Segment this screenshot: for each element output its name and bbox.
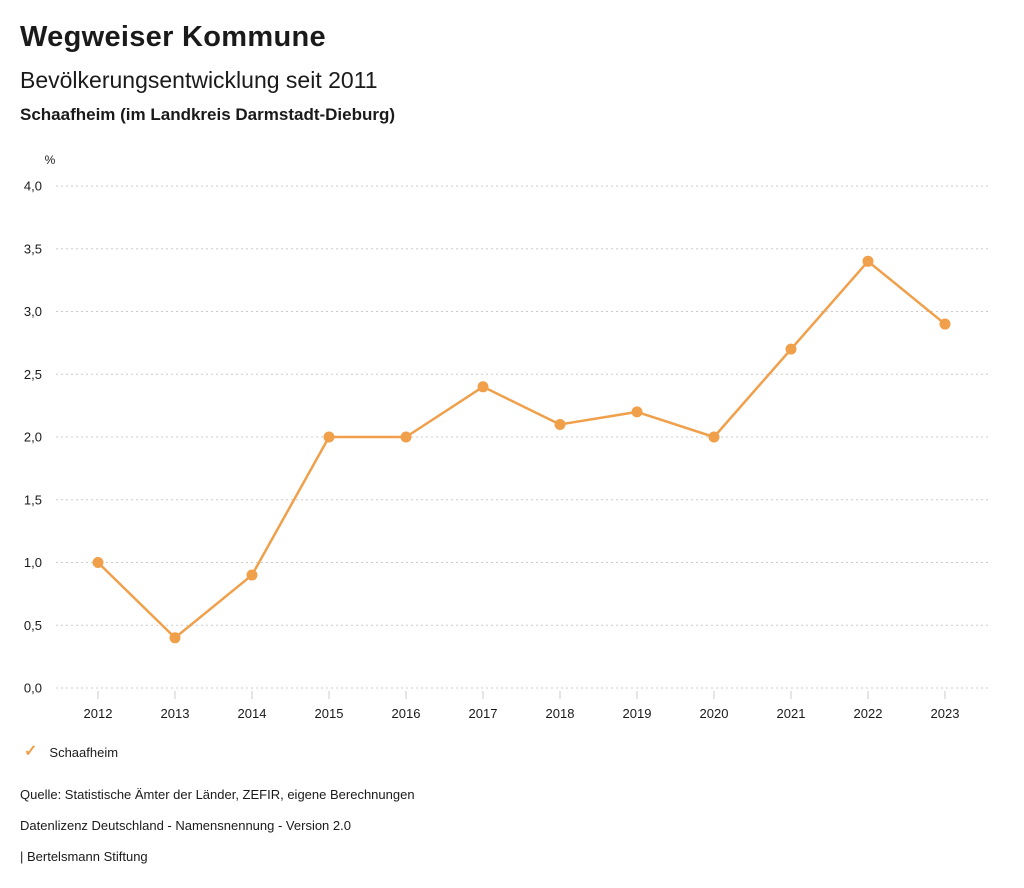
x-axis-year-label: 2020 xyxy=(700,706,729,721)
data-point-2013[interactable] xyxy=(169,632,181,644)
y-axis-tick-label: 2,5 xyxy=(24,367,42,382)
source-note: Quelle: Statistische Ämter der Länder, Z… xyxy=(20,787,415,802)
x-axis-year-label: 2018 xyxy=(546,706,575,721)
x-axis-year-label: 2012 xyxy=(84,706,113,721)
chart-title: Bevölkerungsentwicklung seit 2011 xyxy=(20,67,378,93)
y-axis-tick-label: 3,0 xyxy=(24,304,42,319)
x-axis-year-label: 2023 xyxy=(931,706,960,721)
x-axis-year-label: 2017 xyxy=(469,706,498,721)
data-point-2018[interactable] xyxy=(554,418,566,430)
y-axis-tick-label: 1,5 xyxy=(24,492,42,507)
data-point-2022[interactable] xyxy=(862,255,874,267)
x-axis-year-label: 2015 xyxy=(315,706,344,721)
attribution-note: | Bertelsmann Stiftung xyxy=(20,849,148,864)
x-axis-year-label: 2019 xyxy=(623,706,652,721)
data-point-2015[interactable] xyxy=(323,431,335,443)
legend-item-schaafheim[interactable]: ✓ Schaafheim xyxy=(24,744,118,760)
x-axis-year-label: 2014 xyxy=(238,706,267,721)
check-icon: ✓ xyxy=(24,743,38,760)
y-axis-tick-label: 2,0 xyxy=(24,430,42,445)
data-point-2021[interactable] xyxy=(785,343,797,355)
x-axis-year-label: 2021 xyxy=(777,706,806,721)
y-axis-unit-label: % xyxy=(45,153,56,167)
y-axis-tick-label: 0,0 xyxy=(24,681,42,696)
x-axis-year-label: 2022 xyxy=(854,706,883,721)
data-point-2014[interactable] xyxy=(246,569,258,581)
trend-line-schaafheim xyxy=(96,260,947,640)
data-point-2020[interactable] xyxy=(708,431,720,443)
data-point-2023[interactable] xyxy=(939,318,951,330)
y-axis-tick-label: 0,5 xyxy=(24,618,42,633)
legend-label: Schaafheim xyxy=(49,744,119,760)
x-axis-year-label: 2016 xyxy=(392,706,421,721)
y-axis-tick-label: 1,0 xyxy=(24,555,42,570)
data-point-2019[interactable] xyxy=(631,406,643,418)
x-axis-year-label: 2013 xyxy=(161,706,190,721)
chart-subtitle-region: Schaafheim (im Landkreis Darmstadt-Diebu… xyxy=(20,105,396,124)
data-point-2017[interactable] xyxy=(477,381,489,393)
license-note: Datenlizenz Deutschland - Namensnennung … xyxy=(20,818,351,833)
y-axis-tick-label: 3,5 xyxy=(24,241,42,256)
population-line-chart: % 0,0 0,5 1,0 1,5 2,0 2,5 3,0 3,5 4,0 2012 2013 2014… xyxy=(24,153,990,721)
y-axis-tick-label: 4,0 xyxy=(24,179,42,194)
data-point-2016[interactable] xyxy=(400,431,412,443)
page-title: Wegweiser Kommune xyxy=(20,21,326,53)
data-point-2012[interactable] xyxy=(92,557,104,568)
